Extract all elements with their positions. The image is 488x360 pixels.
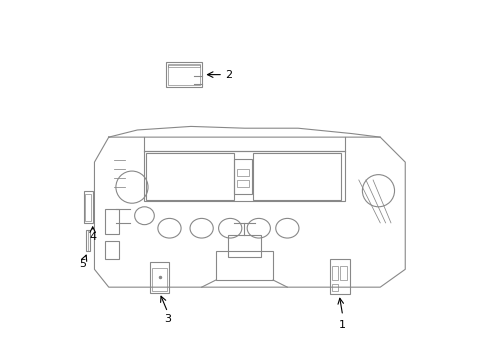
Bar [167, 64, 200, 67]
Bar [85, 230, 90, 251]
Bar [331, 266, 338, 280]
Text: 3: 3 [164, 314, 171, 324]
Bar [144, 152, 344, 202]
Bar [149, 262, 169, 293]
Text: 2: 2 [224, 69, 231, 80]
Bar [105, 208, 119, 234]
Bar [340, 266, 346, 280]
Text: 5: 5 [80, 259, 86, 269]
Bar [83, 191, 93, 223]
Bar [105, 241, 119, 258]
Bar [329, 258, 349, 294]
Bar [331, 284, 338, 291]
Bar [236, 169, 248, 176]
Bar [167, 64, 200, 85]
Bar [234, 158, 251, 194]
Bar [228, 235, 260, 257]
Text: 4: 4 [89, 232, 96, 242]
Bar [151, 267, 166, 291]
Bar [165, 62, 201, 87]
Bar [236, 180, 248, 187]
Bar [84, 194, 91, 221]
Bar [253, 153, 340, 200]
Text: 1: 1 [339, 320, 346, 330]
Bar [146, 153, 233, 200]
Bar [216, 251, 272, 280]
